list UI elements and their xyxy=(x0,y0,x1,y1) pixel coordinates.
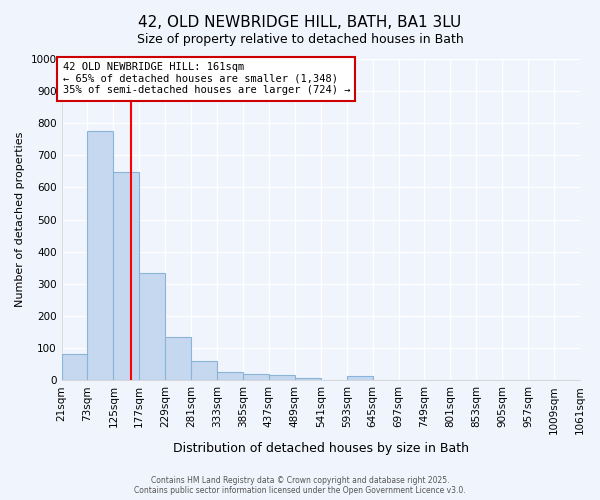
Bar xyxy=(113,172,139,380)
Text: 42, OLD NEWBRIDGE HILL, BATH, BA1 3LU: 42, OLD NEWBRIDGE HILL, BATH, BA1 3LU xyxy=(139,15,461,30)
Y-axis label: Number of detached properties: Number of detached properties xyxy=(15,132,25,308)
Bar xyxy=(269,376,295,380)
Text: 42 OLD NEWBRIDGE HILL: 161sqm
← 65% of detached houses are smaller (1,348)
35% o: 42 OLD NEWBRIDGE HILL: 161sqm ← 65% of d… xyxy=(62,62,350,96)
X-axis label: Distribution of detached houses by size in Bath: Distribution of detached houses by size … xyxy=(173,442,469,455)
Bar xyxy=(191,361,217,380)
Bar xyxy=(217,372,243,380)
Bar xyxy=(243,374,269,380)
Bar xyxy=(88,131,113,380)
Text: Contains HM Land Registry data © Crown copyright and database right 2025.
Contai: Contains HM Land Registry data © Crown c… xyxy=(134,476,466,495)
Bar xyxy=(295,378,321,380)
Bar xyxy=(139,272,165,380)
Bar xyxy=(62,354,88,380)
Bar xyxy=(165,338,191,380)
Bar xyxy=(347,376,373,380)
Text: Size of property relative to detached houses in Bath: Size of property relative to detached ho… xyxy=(137,32,463,46)
